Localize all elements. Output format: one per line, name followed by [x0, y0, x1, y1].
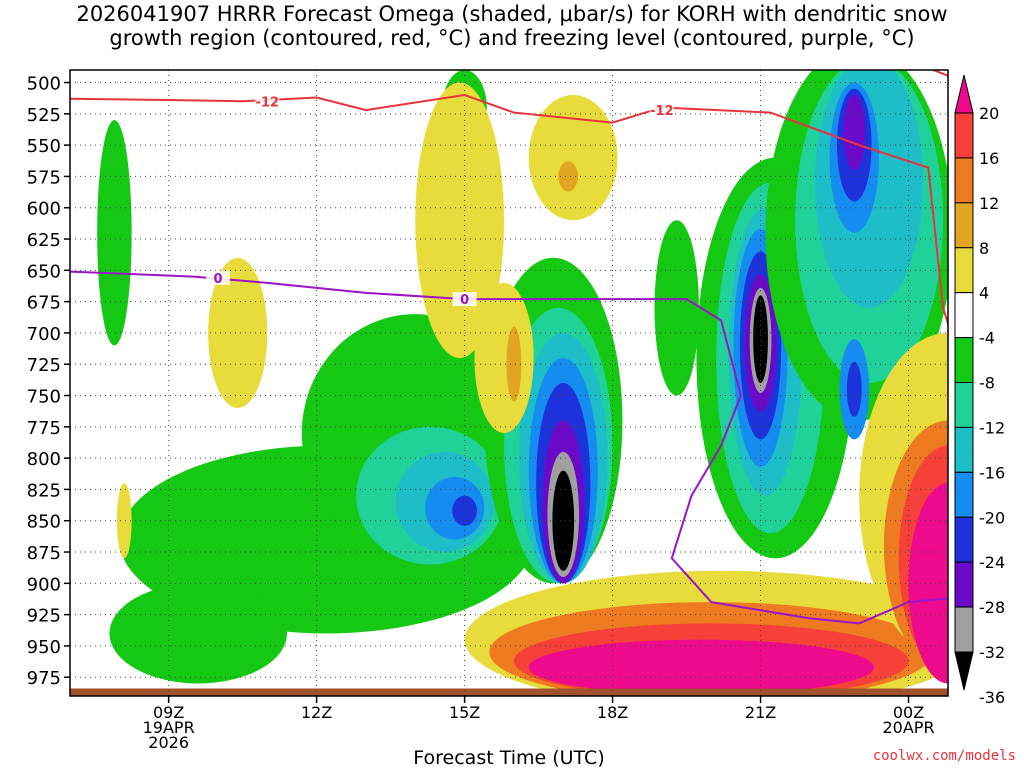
y-tick-label-500: 500 [27, 74, 61, 95]
x-tick-label-09Z-2: 2026 [148, 733, 189, 752]
colorbar-bottom-arrow [954, 651, 974, 691]
y-tick-label-600: 600 [27, 199, 61, 220]
freezing-label-1-bg [452, 292, 477, 307]
colorbar-swatch-7 [954, 382, 974, 428]
colorbar-top-arrow [954, 74, 974, 114]
colorbar-label-3: 8 [979, 239, 989, 258]
omega-region-38 [506, 326, 522, 402]
omega-shading [70, 70, 948, 696]
colorbar-swatch-2 [954, 157, 974, 204]
dgz-label-1-bg [649, 103, 674, 118]
omega-region-15 [552, 470, 575, 571]
x-tick-label-00Z-0: 00Z [893, 703, 924, 722]
colorbar-label-1: 16 [979, 149, 999, 168]
chart-title: 2026041907 HRRR Forecast Omega (shaded, … [0, 2, 1024, 50]
colorbar-swatch-6 [954, 337, 974, 384]
ground-surface [70, 688, 948, 696]
dgz-label-0-bg [255, 94, 280, 109]
plot-frame [69, 69, 949, 697]
credit-text: coolwx.com/models [872, 748, 1016, 764]
x-tick-label-12Z-0: 12Z [301, 703, 332, 722]
colorbar-swatch-11 [954, 561, 974, 608]
y-tick-label-675: 675 [27, 293, 61, 314]
x-tick-label-09Z-0: 09Z [153, 703, 184, 722]
dgz-minus12-contour [70, 94, 948, 327]
y-tick-label-575: 575 [27, 167, 61, 188]
omega-region-31 [843, 95, 866, 171]
colorbar: 20 16 12 8 4 -4 -8 -12 -16 -20 -24 -28 -32 -36 [954, 74, 1005, 707]
colorbar-swatch-10 [954, 516, 974, 563]
x-axis-label: Forecast Time (UTC) [413, 747, 604, 768]
colorbar-label-5: -4 [979, 329, 995, 348]
freezing-level-contour [70, 270, 948, 625]
chart-title-line-2: growth region (contoured, red, °C) and f… [109, 26, 915, 50]
omega-region-48 [908, 483, 948, 684]
y-tick-label-750: 750 [27, 387, 61, 408]
colorbar-label-0: 20 [979, 104, 999, 123]
axes: 500 525 550 575 600 625 650 675 700 725 750 775 800 8… [27, 69, 949, 752]
colorbar-label-12: -32 [979, 643, 1005, 662]
omega-region-1 [109, 583, 288, 684]
omega-region-39 [528, 95, 618, 221]
freezing-label-0: 0 [213, 272, 222, 287]
colorbar-label-8: -16 [979, 463, 1005, 482]
dgz-label-1: -12 [650, 104, 674, 119]
y-tick-label-875: 875 [27, 543, 61, 564]
omega-region-40 [558, 161, 579, 192]
colorbar-swatch-3 [954, 202, 974, 249]
omega-region-25 [753, 295, 768, 383]
omega-region-33 [846, 361, 862, 417]
y-tick-label-550: 550 [27, 136, 61, 157]
dgz-minus12-contour-upper [932, 70, 948, 77]
dgz-label-0: -12 [256, 95, 280, 110]
x-tick-label-21Z-0: 21Z [745, 703, 776, 722]
omega-region-17 [654, 220, 699, 396]
y-tick-label-650: 650 [27, 261, 61, 282]
colorbar-label-4: 4 [979, 284, 989, 303]
contour-lines: -12 -12 0 0 [70, 70, 948, 625]
x-tick-label-00Z-1: 20APR [883, 718, 935, 737]
x-tick-label-18Z-0: 18Z [597, 703, 628, 722]
y-tick-label-800: 800 [27, 449, 61, 470]
y-tick-label-825: 825 [27, 480, 61, 501]
chart-title-line-1: 2026041907 HRRR Forecast Omega (shaded, … [76, 2, 948, 26]
y-tick-label-950: 950 [27, 637, 61, 658]
colorbar-swatch-5 [954, 292, 974, 339]
colorbar-label-9: -20 [979, 508, 1005, 527]
colorbar-label-6: -8 [979, 374, 995, 393]
y-tick-label-975: 975 [27, 668, 61, 689]
y-tick-label-700: 700 [27, 324, 61, 345]
y-tick-label-900: 900 [27, 574, 61, 595]
colorbar-swatch-12 [954, 606, 974, 653]
y-tick-label-725: 725 [27, 355, 61, 376]
y-tick-label-625: 625 [27, 230, 61, 251]
x-tick-label-09Z-1: 19APR [143, 718, 195, 737]
colorbar-label-2: 12 [979, 194, 999, 213]
colorbar-label-13: -36 [979, 688, 1005, 707]
freezing-label-1: 0 [460, 293, 469, 308]
freezing-label-0-bg [205, 270, 230, 285]
x-tick-label-15Z-0: 15Z [449, 703, 480, 722]
omega-region-34 [208, 257, 268, 409]
colorbar-swatch-4 [954, 247, 974, 294]
colorbar-swatch-1 [954, 112, 974, 159]
colorbar-swatch-9 [954, 471, 974, 518]
colorbar-label-11: -28 [979, 598, 1005, 617]
omega-region-36 [415, 82, 505, 358]
y-tick-label-925: 925 [27, 606, 61, 627]
colorbar-label-10: -24 [979, 553, 1005, 572]
omega-region-44 [528, 639, 875, 695]
omega-region-37 [474, 282, 534, 434]
omega-region-2 [97, 120, 132, 346]
omega-region-35 [116, 483, 132, 559]
colorbar-swatch-8 [954, 426, 974, 473]
y-tick-label-850: 850 [27, 512, 61, 533]
y-tick-label-775: 775 [27, 418, 61, 439]
y-tick-label-525: 525 [27, 105, 61, 126]
colorbar-label-7: -12 [979, 418, 1005, 437]
